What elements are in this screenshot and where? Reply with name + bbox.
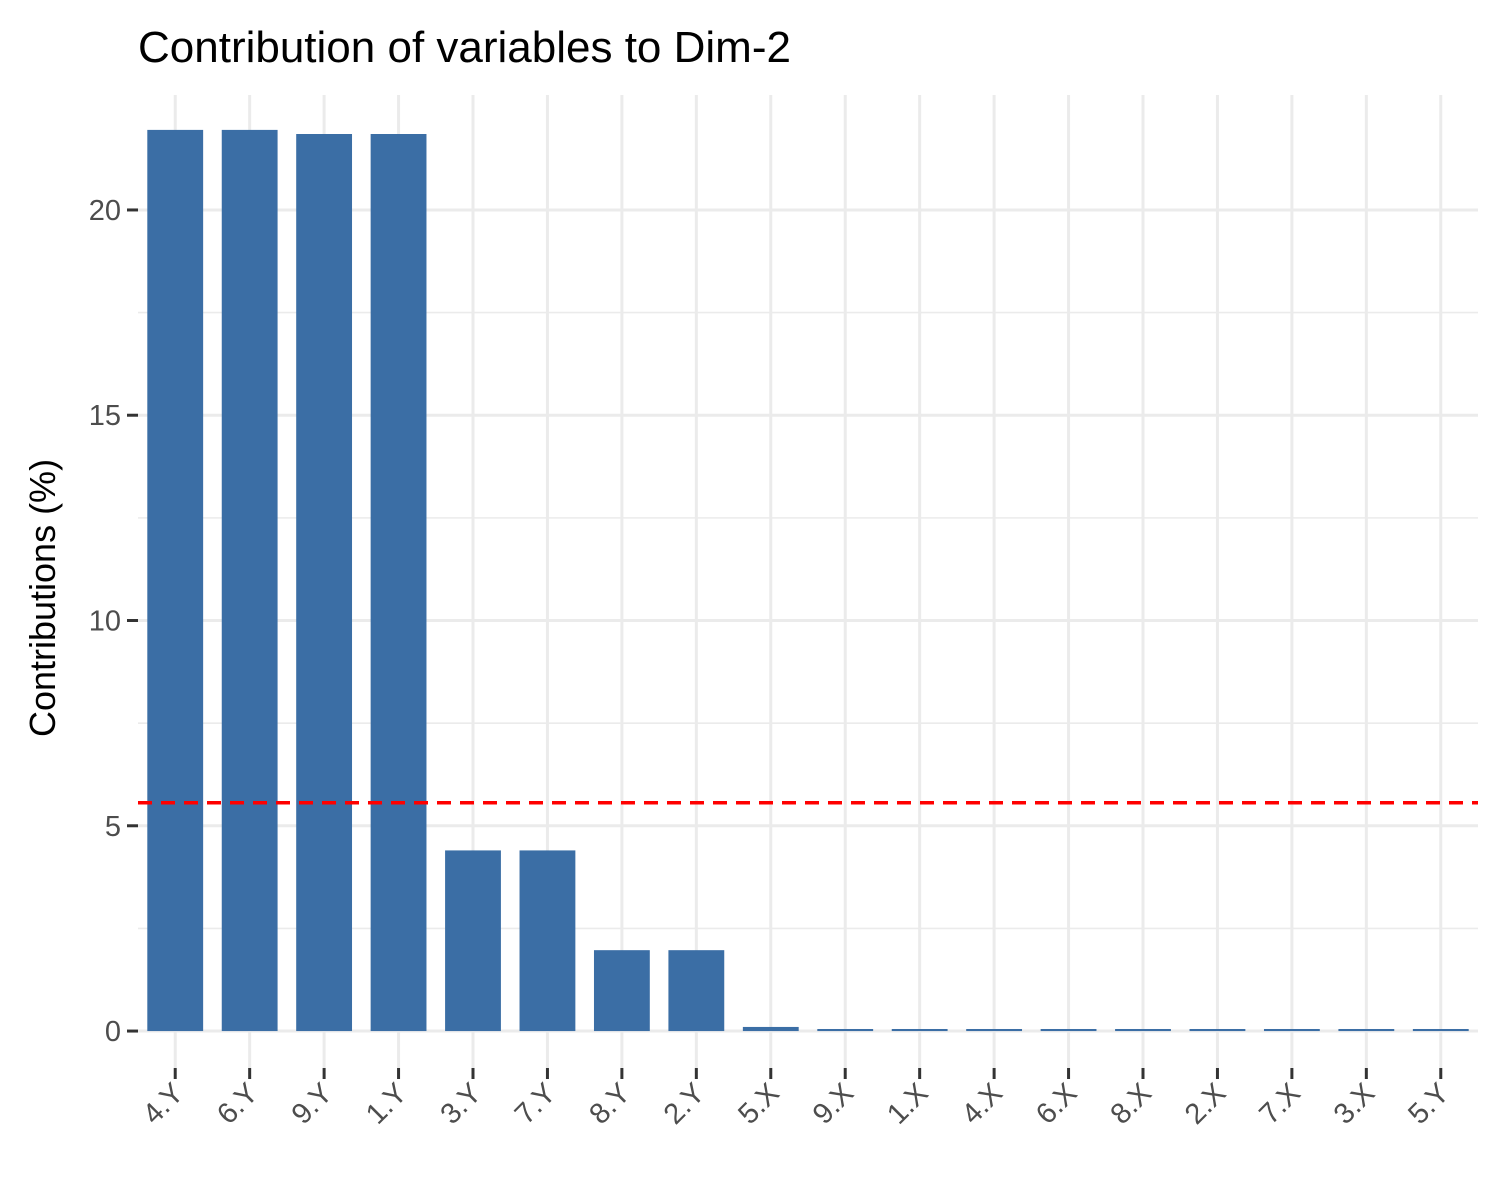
bars — [147, 129, 1469, 1032]
bar-5.X — [742, 1026, 799, 1032]
bar-7.Y — [519, 850, 576, 1032]
bar-5.Y — [1412, 1028, 1469, 1032]
x-tick-label: 8.X — [1105, 1077, 1158, 1130]
bar-9.Y — [296, 134, 353, 1032]
y-tick-label: 0 — [105, 1016, 121, 1048]
bar-4.Y — [147, 129, 204, 1032]
x-tick-label: 5.Y — [1402, 1077, 1455, 1130]
bar-7.X — [1263, 1028, 1320, 1032]
y-tick-label: 5 — [105, 811, 121, 843]
x-tick-label: 1.X — [881, 1077, 934, 1130]
bar-2.X — [1189, 1028, 1246, 1032]
x-tick-label: 2.Y — [658, 1077, 711, 1130]
bar-2.Y — [668, 950, 725, 1032]
y-tick-label: 20 — [89, 195, 121, 227]
bar-6.X — [1040, 1028, 1097, 1032]
x-tick-label: 9.Y — [286, 1077, 339, 1130]
chart-title: Contribution of variables to Dim-2 — [138, 23, 791, 72]
bar-8.Y — [593, 950, 650, 1032]
x-tick-label: 3.X — [1328, 1077, 1381, 1130]
bar-1.X — [891, 1028, 948, 1032]
bar-3.X — [1338, 1028, 1395, 1032]
bar-9.X — [817, 1028, 874, 1032]
bar-6.Y — [221, 129, 278, 1032]
x-tick-label: 9.X — [807, 1077, 860, 1130]
x-tick-label: 6.Y — [211, 1077, 264, 1130]
x-tick-label: 6.X — [1030, 1077, 1083, 1130]
x-tick-label: 2.X — [1179, 1077, 1232, 1130]
bar-1.Y — [370, 134, 427, 1032]
y-axis: 0 5 10 15 20 — [89, 195, 138, 1048]
x-tick-label: 3.Y — [435, 1077, 488, 1130]
x-axis: 4.Y 6.Y 9.Y 1.Y 3.Y 7.Y 8.Y 2.Y 5.X 9.X 1.X 4.X 6.X 8… — [137, 1068, 1456, 1131]
x-tick-label: 8.Y — [583, 1077, 636, 1130]
x-tick-label: 4.Y — [137, 1077, 190, 1130]
y-axis-label: Contributions (%) — [22, 459, 63, 737]
x-tick-label: 5.X — [732, 1077, 785, 1130]
bar-8.X — [1115, 1028, 1171, 1032]
x-tick-label: 7.Y — [509, 1077, 562, 1130]
x-tick-label: 4.X — [956, 1077, 1009, 1130]
bar-4.X — [966, 1028, 1023, 1032]
y-tick-label: 10 — [89, 606, 121, 638]
bar-3.Y — [445, 850, 501, 1032]
y-tick-label: 15 — [89, 400, 121, 432]
x-tick-label: 7.X — [1253, 1077, 1306, 1130]
x-tick-label: 1.Y — [360, 1077, 413, 1130]
